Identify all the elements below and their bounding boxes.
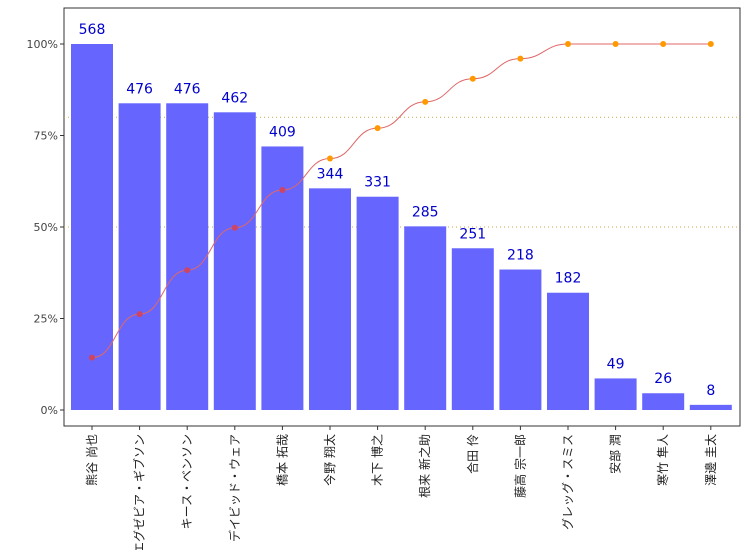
cumulative-point <box>231 224 238 231</box>
cumulative-point <box>469 75 476 82</box>
bar-value-label: 344 <box>317 166 344 182</box>
bar-value-label: 476 <box>174 81 201 97</box>
y-tick-label: 25% <box>34 313 58 326</box>
x-tick-label: キース・ベンソン <box>180 434 194 529</box>
cumulative-point <box>374 125 381 132</box>
cumulative-point <box>136 311 143 318</box>
bar-value-label: 49 <box>607 356 625 372</box>
x-tick-label: エグゼビア・ギブソン <box>132 434 147 550</box>
bar-value-label: 218 <box>507 248 534 264</box>
bar <box>71 44 113 410</box>
bar <box>166 103 209 411</box>
cumulative-point <box>327 155 333 162</box>
x-tick-label: 橋本 拓哉 <box>274 434 289 486</box>
bar-value-label: 476 <box>126 81 153 97</box>
x-tick-label: 今野 翔太 <box>322 434 337 486</box>
bar-value-label: 251 <box>459 226 486 242</box>
bar <box>118 103 161 411</box>
x-tick-label: 安部 潤 <box>608 434 623 474</box>
bar <box>642 393 685 410</box>
x-tick-label: 藤高 宗一郎 <box>512 434 527 498</box>
bar-value-label: 462 <box>221 90 248 106</box>
cumulative-point <box>279 187 286 194</box>
bar <box>689 404 732 410</box>
bar <box>594 378 637 410</box>
cumulative-point <box>660 41 667 47</box>
y-axis: 0% 25% 50% 75% 100% <box>27 38 64 417</box>
bar-labels-group: 568 476 476 462 409 344 331 285 251 218 182 49 26 8 <box>79 22 716 399</box>
cumulative-point <box>565 41 571 47</box>
bar-value-label: 331 <box>364 175 391 191</box>
y-tick-label: 100% <box>27 38 58 51</box>
bar <box>213 112 256 410</box>
y-tick-label: 50% <box>34 221 58 234</box>
x-axis: 熊谷 尚也 エグゼビア・ギブソン キース・ベンソン デイビッド・ウェア 橋本 拓哉 今野 … <box>84 426 718 554</box>
x-tick-label: 木下 博之 <box>370 434 385 486</box>
bar-value-label: 409 <box>269 124 296 140</box>
bar <box>499 269 542 410</box>
cumulative-point <box>89 354 95 361</box>
cumulative-point <box>184 267 191 274</box>
x-tick-label: 熊谷 尚也 <box>84 434 99 486</box>
x-tick-label: デイビッド・ウェア <box>227 434 242 542</box>
bar <box>451 248 494 410</box>
bar-value-label: 8 <box>706 383 715 399</box>
y-tick-label: 75% <box>34 130 58 143</box>
cumulative-point <box>707 41 714 47</box>
x-tick-label: 澤邊 圭太 <box>703 434 718 486</box>
y-tick-label: 0% <box>41 404 58 417</box>
bar <box>261 146 304 410</box>
x-tick-label: グレッグ・スミス <box>561 434 575 530</box>
cumulative-point <box>422 98 429 105</box>
x-tick-label: 根来 新之助 <box>417 434 432 498</box>
bar-value-label: 285 <box>412 204 439 220</box>
bar-value-label: 568 <box>79 22 106 38</box>
bar-value-label: 182 <box>555 271 582 287</box>
cumulative-point <box>517 55 524 62</box>
cumulative-line-group <box>89 41 714 361</box>
x-tick-label: 寒竹 隼人 <box>655 434 670 486</box>
plot-panel <box>63 7 741 427</box>
bar <box>356 196 399 410</box>
bar <box>309 188 351 410</box>
bar <box>547 292 589 410</box>
bar <box>404 226 447 410</box>
bar-value-label: 26 <box>654 371 672 387</box>
cumulative-point <box>612 41 619 47</box>
x-tick-label: 合田 伶 <box>465 434 480 474</box>
